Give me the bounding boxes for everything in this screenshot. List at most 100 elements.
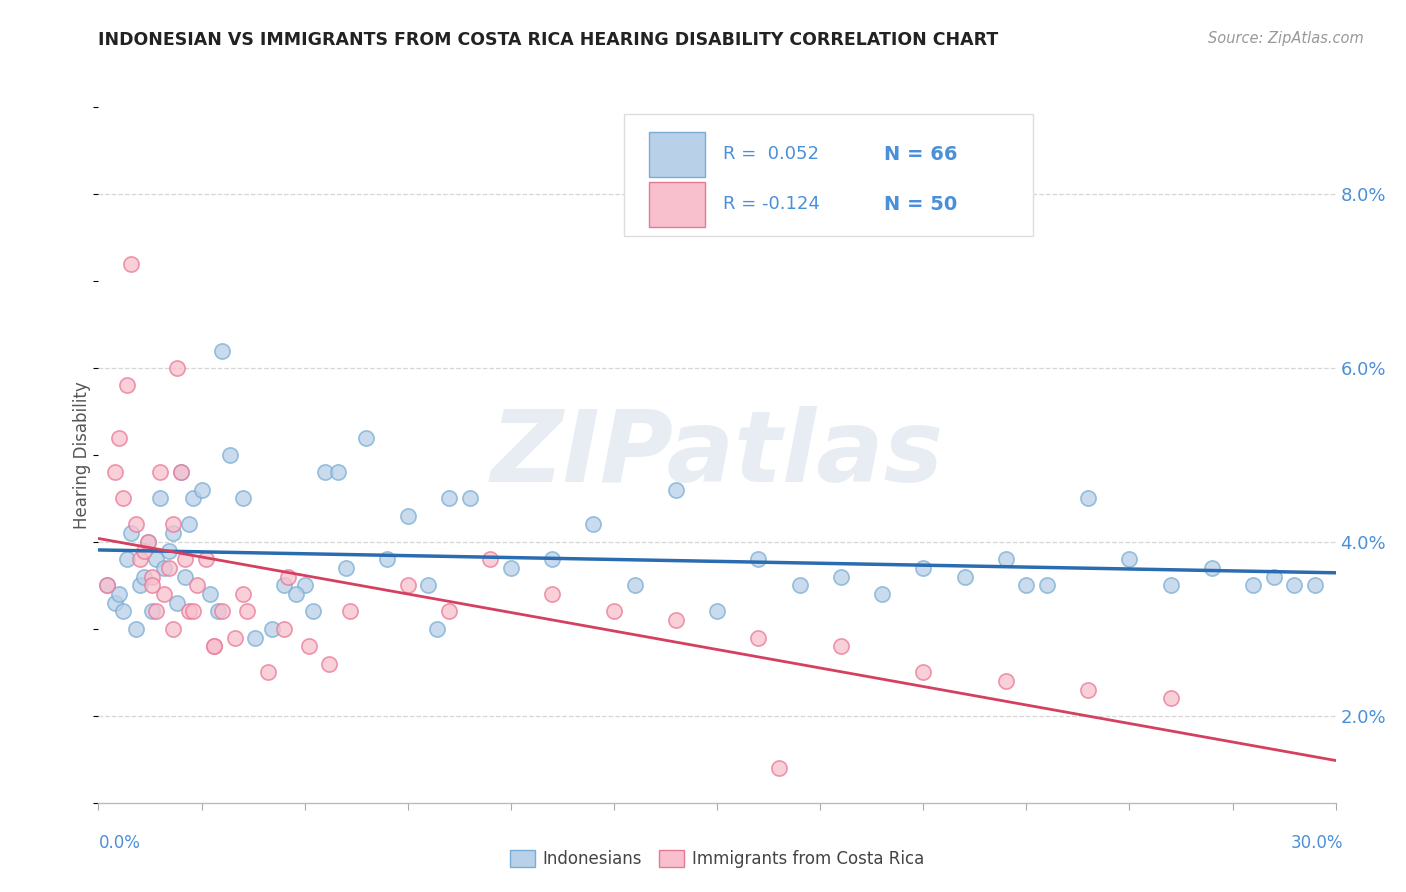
Point xyxy=(994,674,1017,689)
Point xyxy=(166,596,188,610)
Text: Source: ZipAtlas.com: Source: ZipAtlas.com xyxy=(1208,31,1364,46)
Point xyxy=(1036,578,1059,592)
Point xyxy=(789,578,811,592)
Point xyxy=(117,378,139,392)
Point xyxy=(162,526,184,541)
Point xyxy=(145,552,167,566)
Point xyxy=(96,578,118,592)
Point xyxy=(1160,691,1182,706)
Point xyxy=(314,466,336,480)
Text: INDONESIAN VS IMMIGRANTS FROM COSTA RICA HEARING DISABILITY CORRELATION CHART: INDONESIAN VS IMMIGRANTS FROM COSTA RICA… xyxy=(98,31,998,49)
Point xyxy=(136,534,159,549)
Text: R =  0.052: R = 0.052 xyxy=(723,145,820,163)
Point xyxy=(994,552,1017,566)
Point xyxy=(256,665,278,680)
Point xyxy=(318,657,340,671)
Point xyxy=(166,361,188,376)
Point xyxy=(194,552,217,566)
Point xyxy=(112,605,135,619)
Point xyxy=(149,491,172,506)
Text: N = 66: N = 66 xyxy=(884,145,957,164)
Point xyxy=(141,605,163,619)
Point xyxy=(302,605,325,619)
Point xyxy=(236,605,259,619)
Point xyxy=(294,578,316,592)
Point xyxy=(224,631,246,645)
Point xyxy=(396,578,419,592)
Point xyxy=(104,466,127,480)
Point xyxy=(162,622,184,636)
Point xyxy=(232,491,254,506)
Point xyxy=(243,631,266,645)
Point xyxy=(1077,491,1099,506)
Point xyxy=(912,665,935,680)
Point xyxy=(211,605,233,619)
Point xyxy=(145,605,167,619)
Point xyxy=(186,578,208,592)
Point xyxy=(232,587,254,601)
Point xyxy=(1284,578,1306,592)
Point xyxy=(157,561,180,575)
Point xyxy=(830,639,852,653)
Point xyxy=(1303,578,1326,592)
Point xyxy=(706,605,728,619)
Point xyxy=(396,508,419,523)
Point xyxy=(181,491,204,506)
Point xyxy=(273,622,295,636)
Point xyxy=(912,561,935,575)
Point xyxy=(339,605,361,619)
Point xyxy=(128,552,150,566)
Y-axis label: Hearing Disability: Hearing Disability xyxy=(73,381,91,529)
Point xyxy=(870,587,893,601)
Point xyxy=(1201,561,1223,575)
Point xyxy=(179,605,201,619)
Point xyxy=(953,570,976,584)
Point xyxy=(273,578,295,592)
Point xyxy=(190,483,212,497)
Point xyxy=(108,587,131,601)
Point xyxy=(153,587,176,601)
Point xyxy=(285,587,308,601)
Point xyxy=(603,605,626,619)
Point xyxy=(181,605,204,619)
Text: 0.0%: 0.0% xyxy=(98,834,141,852)
Bar xyxy=(650,132,704,177)
Point xyxy=(112,491,135,506)
Text: R = -0.124: R = -0.124 xyxy=(723,195,820,213)
Point xyxy=(541,552,564,566)
Point xyxy=(418,578,440,592)
Point xyxy=(1160,578,1182,592)
Legend: Indonesians, Immigrants from Costa Rica: Indonesians, Immigrants from Costa Rica xyxy=(503,843,931,874)
FancyBboxPatch shape xyxy=(624,114,1032,235)
Point xyxy=(202,639,225,653)
Point xyxy=(124,622,146,636)
Point xyxy=(375,552,398,566)
Point xyxy=(104,596,127,610)
Point xyxy=(426,622,449,636)
Point xyxy=(202,639,225,653)
Point xyxy=(1263,570,1285,584)
Point xyxy=(124,517,146,532)
Point xyxy=(1077,682,1099,697)
Point xyxy=(665,613,688,627)
Point xyxy=(96,578,118,592)
Text: ZIPatlas: ZIPatlas xyxy=(491,407,943,503)
Point xyxy=(132,570,155,584)
Point xyxy=(479,552,502,566)
Point xyxy=(174,570,197,584)
Point xyxy=(335,561,357,575)
Text: N = 50: N = 50 xyxy=(884,195,957,214)
Point xyxy=(747,552,769,566)
Point xyxy=(1118,552,1140,566)
Point xyxy=(117,552,139,566)
Point xyxy=(141,570,163,584)
Point xyxy=(128,578,150,592)
Point xyxy=(326,466,349,480)
Point xyxy=(149,466,172,480)
Point xyxy=(437,491,460,506)
Point xyxy=(623,578,645,592)
Point xyxy=(582,517,605,532)
Point xyxy=(198,587,221,601)
Point xyxy=(174,552,197,566)
Point xyxy=(356,430,378,444)
